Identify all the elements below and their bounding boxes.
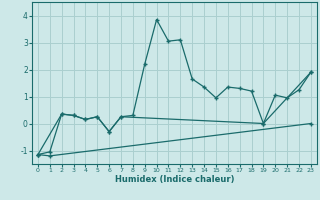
X-axis label: Humidex (Indice chaleur): Humidex (Indice chaleur) [115,175,234,184]
